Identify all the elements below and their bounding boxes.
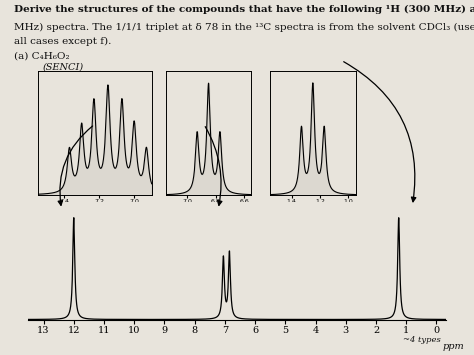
Text: (a) C₄H₆O₂: (a) C₄H₆O₂: [14, 51, 70, 60]
Text: (SENCI): (SENCI): [43, 62, 84, 71]
Text: ~4 types: ~4 types: [403, 336, 441, 344]
Text: Derive the structures of the compounds that have the following ¹H (300 MHz) and : Derive the structures of the compounds t…: [14, 5, 474, 15]
Text: all cases except f).: all cases except f).: [14, 37, 111, 47]
Text: ppm: ppm: [443, 342, 465, 351]
Text: MHz) spectra. The 1/1/1 triplet at δ 78 in the ¹³C spectra is from the solvent C: MHz) spectra. The 1/1/1 triplet at δ 78 …: [14, 23, 474, 32]
